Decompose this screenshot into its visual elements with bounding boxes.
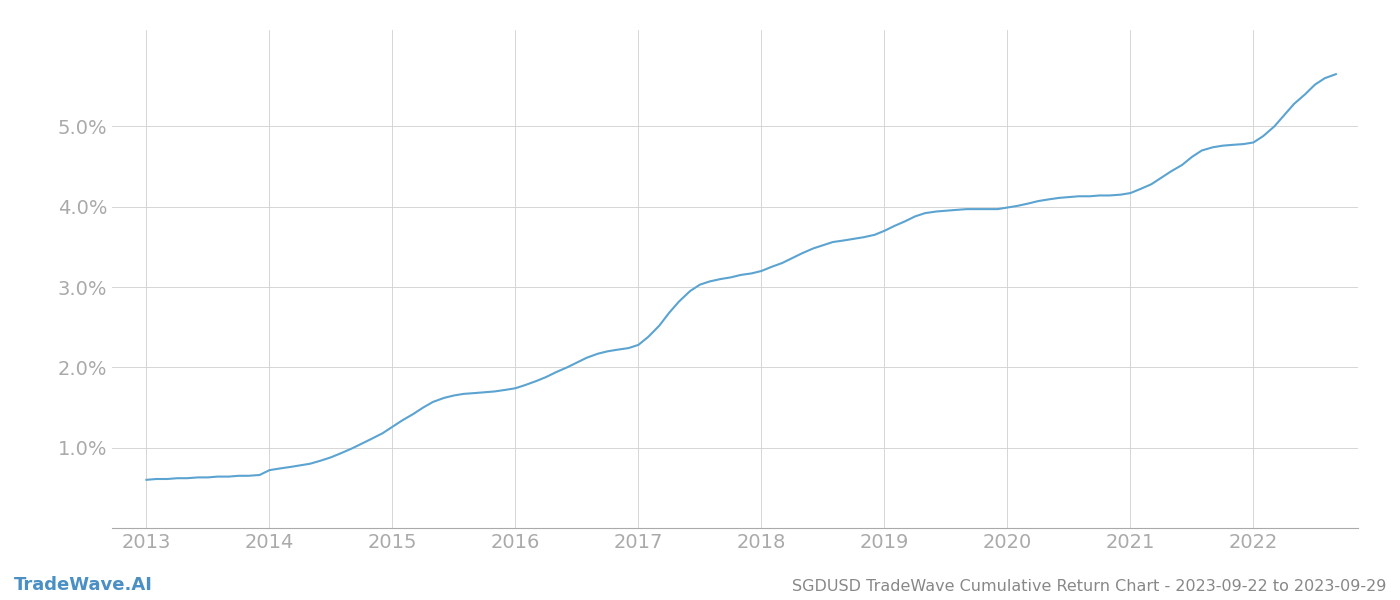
Text: SGDUSD TradeWave Cumulative Return Chart - 2023-09-22 to 2023-09-29: SGDUSD TradeWave Cumulative Return Chart… — [791, 579, 1386, 594]
Text: TradeWave.AI: TradeWave.AI — [14, 576, 153, 594]
